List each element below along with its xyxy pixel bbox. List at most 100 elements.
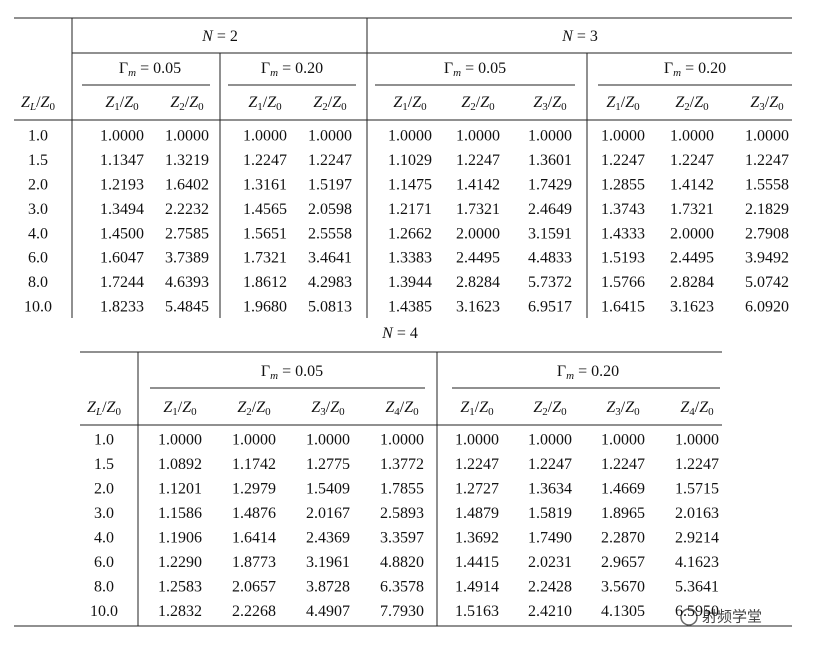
cell: 6.3578: [380, 579, 424, 596]
column-header: Z1/Z0: [105, 94, 139, 113]
cell: 1.2727: [455, 481, 499, 498]
cell: 5.7372: [528, 274, 572, 291]
row-label: 10.0: [90, 603, 118, 620]
cell: 1.2662: [388, 225, 432, 242]
cell: 1.4876: [232, 505, 276, 522]
cell: 4.4907: [306, 603, 350, 620]
cell: 1.0000: [601, 128, 645, 145]
cell: 6.5950: [675, 603, 719, 620]
cell: 1.4879: [455, 505, 499, 522]
row-label: 4.0: [94, 530, 114, 547]
cell: 1.8773: [232, 554, 276, 571]
group-header: N = 2: [201, 28, 238, 45]
watermark-icon: [680, 608, 698, 626]
cell: 3.9492: [745, 250, 789, 267]
column-header: Z3/Z0: [750, 94, 784, 113]
cell: 1.4142: [456, 176, 500, 193]
cell: 2.4649: [528, 201, 572, 218]
column-header: Z2/Z0: [170, 94, 204, 113]
row-label: 1.5: [28, 152, 48, 169]
column-header: Z2/Z0: [237, 399, 271, 418]
cell: 2.4495: [670, 250, 714, 267]
cell: 1.0000: [306, 432, 350, 449]
cell: 6.0920: [745, 298, 789, 315]
column-header: Z1/Z0: [606, 94, 640, 113]
row-label: 8.0: [94, 579, 114, 596]
cell: 1.2979: [232, 481, 276, 498]
cell: 2.4495: [456, 250, 500, 267]
row-header: ZL/Z0: [21, 94, 55, 113]
cell: 1.5193: [601, 250, 645, 267]
cell: 4.1623: [675, 554, 719, 571]
cell: 1.5715: [675, 481, 719, 498]
row-label: 3.0: [94, 505, 114, 522]
group-header: N = 3: [561, 28, 598, 45]
cell: 1.0000: [232, 432, 276, 449]
cell: 1.2247: [308, 152, 352, 169]
cell: 1.0000: [456, 128, 500, 145]
subgroup-header: Γm = 0.05: [119, 60, 181, 79]
cell: 3.7389: [165, 250, 209, 267]
cell: 3.1623: [456, 298, 500, 315]
cell: 1.2290: [158, 554, 202, 571]
cell: 1.2247: [601, 456, 645, 473]
cell: 1.2193: [100, 176, 144, 193]
cell: 7.7930: [380, 603, 424, 620]
column-header: Z1/Z0: [460, 399, 494, 418]
cell: 1.4500: [100, 225, 144, 242]
cell: 1.0000: [745, 128, 789, 145]
cell: 2.8284: [456, 274, 500, 291]
cell: 1.3692: [455, 530, 499, 547]
cell: 3.8728: [306, 579, 350, 596]
row-label: 2.0: [94, 481, 114, 498]
row-label: 6.0: [94, 554, 114, 571]
cell: 1.1347: [100, 152, 144, 169]
cell: 1.3383: [388, 250, 432, 267]
cell: 2.0167: [306, 505, 350, 522]
cell: 3.5670: [601, 579, 645, 596]
column-header: Z2/Z0: [313, 94, 347, 113]
cell: 1.3161: [243, 176, 287, 193]
column-header: Z1/Z0: [393, 94, 427, 113]
cell: 1.2247: [745, 152, 789, 169]
cell: 1.7321: [670, 201, 714, 218]
column-header: Z1/Z0: [248, 94, 282, 113]
cell: 4.1305: [601, 603, 645, 620]
cell: 2.4369: [306, 530, 350, 547]
cell: 1.7321: [243, 250, 287, 267]
column-header: Z2/Z0: [533, 399, 567, 418]
column-header: Z4/Z0: [385, 399, 419, 418]
cell: 1.6414: [232, 530, 276, 547]
subgroup-header: Γm = 0.20: [557, 363, 619, 382]
column-header: Z3/Z0: [606, 399, 640, 418]
group-header: N = 4: [381, 325, 418, 342]
column-header: Z2/Z0: [675, 94, 709, 113]
cell: 1.8612: [243, 274, 287, 291]
cell: 2.7585: [165, 225, 209, 242]
cell: 1.0000: [455, 432, 499, 449]
row-label: 2.0: [28, 176, 48, 193]
cell: 3.3597: [380, 530, 424, 547]
cell: 1.3219: [165, 152, 209, 169]
cell: 2.0000: [670, 225, 714, 242]
cell: 2.2428: [528, 579, 572, 596]
cell: 1.1586: [158, 505, 202, 522]
cell: 1.2247: [601, 152, 645, 169]
cell: 2.7908: [745, 225, 789, 242]
cell: 2.0000: [456, 225, 500, 242]
column-header: Z1/Z0: [163, 399, 197, 418]
cell: 1.0000: [670, 128, 714, 145]
cell: 2.4210: [528, 603, 572, 620]
cell: 4.2983: [308, 274, 352, 291]
cell: 2.1829: [745, 201, 789, 218]
cell: 1.8233: [100, 298, 144, 315]
cell: 2.2268: [232, 603, 276, 620]
cell: 1.7429: [528, 176, 572, 193]
cell: 3.1591: [528, 225, 572, 242]
cell: 1.5197: [308, 176, 352, 193]
cell: 1.5766: [601, 274, 645, 291]
cell: 2.0163: [675, 505, 719, 522]
cell: 1.7490: [528, 530, 572, 547]
cell: 1.6047: [100, 250, 144, 267]
